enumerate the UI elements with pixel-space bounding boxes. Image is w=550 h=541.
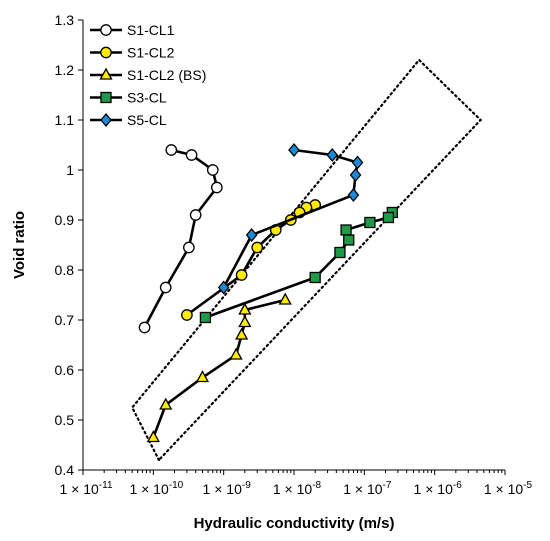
legend-marker [100, 24, 112, 36]
data-point [334, 246, 346, 259]
x-tick-label: 1 × 10-6 [414, 480, 463, 497]
data-point [340, 224, 352, 236]
legend-marker [100, 91, 112, 104]
axes [82, 20, 505, 471]
y-tick-label: 0.9 [55, 212, 75, 228]
data-point [349, 167, 362, 183]
x-tick-label: 1 × 10-10 [129, 480, 183, 497]
y-tick-label: 1.2 [55, 62, 75, 78]
series-line [152, 298, 286, 438]
legend-label: S1-CL1 [127, 22, 175, 38]
legend-label: S1-CL2 [127, 45, 175, 61]
data-point [181, 309, 193, 321]
data-point [185, 149, 198, 161]
x-tick-label: 1 × 10-8 [273, 480, 322, 497]
data-point [351, 155, 364, 170]
dotted-envelope-layer [130, 58, 483, 462]
data-point [206, 164, 219, 176]
legend-marker [100, 46, 112, 59]
data-point [364, 216, 376, 229]
series-s3-cl [199, 206, 398, 324]
y-tick-label: 0.8 [55, 262, 75, 278]
legend-label: S5-CL [127, 112, 167, 128]
data-point [343, 234, 355, 246]
data-point [309, 271, 321, 284]
series-s1-cl2-bs- [146, 292, 292, 443]
data-point [382, 211, 395, 224]
legend-label: S1-CL2 (BS) [127, 67, 206, 83]
data-point [138, 321, 151, 334]
data-point [159, 397, 173, 410]
series-line [204, 211, 394, 319]
y-axis-label: Void ratio [11, 211, 28, 279]
data-point [195, 370, 210, 383]
data-point [183, 241, 195, 254]
data-point [199, 311, 212, 324]
series-line [222, 148, 359, 289]
legend: S1-CL1 S1-CL2 S1-CL2 (BS) S3-CL S5-CL [90, 22, 206, 128]
ticks: 0.4 0.5 0.6 0.7 0.8 0.9 1 1.1 1.2 1.3 1 × 10-11 1 ×… [55, 12, 533, 497]
data-point [217, 280, 230, 295]
x-axis-label: Hydraulic conductivity (m/s) [194, 515, 395, 532]
data-point [326, 147, 339, 163]
data-point [245, 227, 258, 243]
data-point [159, 281, 172, 294]
y-tick-label: 0.6 [55, 362, 75, 378]
y-tick-label: 0.4 [55, 462, 75, 478]
data-point [235, 269, 248, 281]
data-point [288, 142, 300, 158]
legend-marker [99, 67, 113, 80]
data-point [278, 292, 292, 305]
x-tick-label: 1 × 10-5 [484, 480, 533, 497]
data-point [229, 347, 243, 360]
series-s5-cl [217, 142, 364, 295]
data-point [238, 302, 252, 315]
data-point [235, 327, 249, 340]
data-point [146, 430, 160, 443]
x-tick-label: 1 × 10-11 [59, 480, 112, 497]
dotted-envelope [130, 58, 483, 462]
data-point [165, 144, 178, 156]
y-tick-label: 0.5 [55, 412, 75, 428]
y-tick-label: 1.1 [55, 112, 75, 128]
data-point [251, 241, 264, 254]
data-point [189, 209, 202, 221]
data-point [211, 181, 223, 194]
data-point [238, 315, 252, 328]
legend-label: S3-CL [127, 90, 167, 106]
y-tick-label: 0.7 [55, 312, 75, 328]
legend-marker [100, 112, 112, 128]
series-layer [138, 142, 398, 443]
y-tick-label: 1.3 [55, 12, 75, 28]
y-tick-label: 1 [66, 162, 74, 178]
data-point [347, 187, 360, 203]
x-tick-label: 1 × 10-7 [343, 480, 392, 497]
series-s1-cl1 [138, 144, 223, 334]
x-tick-label: 1 × 10-9 [203, 480, 252, 497]
